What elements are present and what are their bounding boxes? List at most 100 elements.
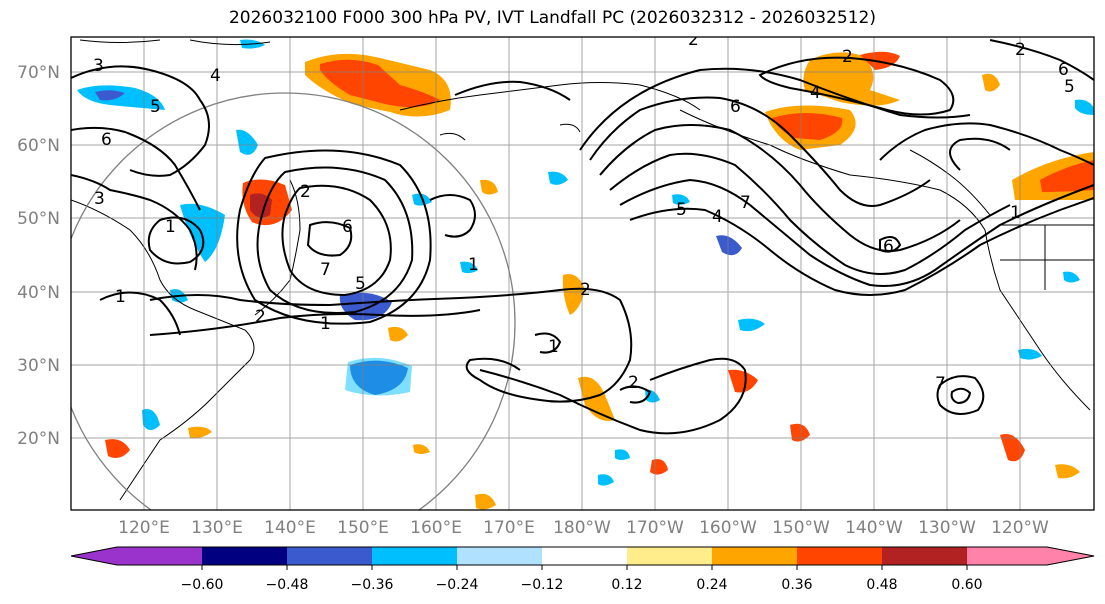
colorbar-outline bbox=[70, 546, 1095, 566]
lon-label: 150°E bbox=[337, 518, 389, 538]
shade-positive bbox=[188, 426, 212, 439]
colorbar-tick-label: 0.36 bbox=[781, 577, 812, 593]
lon-label: 140°W bbox=[845, 518, 903, 538]
colorbar-tick-label: 0.24 bbox=[696, 577, 727, 593]
contour-label: 2 bbox=[1015, 40, 1026, 60]
shade-negative bbox=[460, 261, 478, 274]
shade-positive bbox=[562, 274, 585, 315]
lon-label: 160°W bbox=[699, 518, 757, 538]
colorbar-segment bbox=[372, 547, 457, 565]
contour-label: 3 bbox=[94, 189, 105, 209]
shade-positive bbox=[728, 369, 758, 393]
contour-label: 1 bbox=[115, 287, 126, 307]
contour-label: 2 bbox=[255, 307, 266, 327]
shade-negative bbox=[738, 318, 765, 332]
contour-label: 6 bbox=[342, 217, 353, 237]
colorbar-segment bbox=[967, 547, 1047, 565]
contour-label: 6 bbox=[730, 97, 741, 117]
contour-label: 3 bbox=[93, 56, 104, 76]
colorbar-segment bbox=[712, 547, 797, 565]
colorbar-extend-left bbox=[71, 547, 117, 565]
map-title: 2026032100 F000 300 hPa PV, IVT Landfall… bbox=[228, 8, 876, 28]
shade-negative bbox=[1063, 271, 1080, 283]
colorbar-segment bbox=[627, 547, 712, 565]
pv-contours-thin bbox=[79, 39, 271, 46]
contour-label: 2 bbox=[300, 182, 311, 202]
shade-negative bbox=[236, 129, 258, 155]
colorbar-ticks bbox=[201, 565, 968, 570]
colorbar-segment bbox=[882, 547, 967, 565]
contour-label: 4 bbox=[210, 66, 221, 86]
longitude-labels: 120°E 130°E 140°E 150°E 160°E 170°E 180°… bbox=[118, 518, 1049, 538]
pv-contours bbox=[71, 39, 1094, 435]
contour-label: 2 bbox=[688, 30, 699, 50]
lon-label: 150°W bbox=[772, 518, 830, 538]
lon-label: 180°W bbox=[553, 518, 611, 538]
colorbar-tick-label: −0.60 bbox=[181, 577, 224, 593]
shade-negative bbox=[548, 171, 568, 185]
colorbar-tick-label: 0.12 bbox=[611, 577, 642, 593]
lat-label: 50°N bbox=[17, 209, 60, 229]
contour-label-group: 3 4 5 6 3 1 2 1 6 2 1 7 5 1 2 2 6 4 5 7 … bbox=[93, 30, 1075, 394]
colorbar-segment bbox=[797, 547, 882, 565]
colorbar-segment bbox=[542, 547, 627, 565]
latitude-labels: 70°N 60°N 50°N 40°N 30°N 20°N bbox=[17, 63, 60, 449]
contour-label: 7 bbox=[320, 260, 331, 280]
contour-label: 7 bbox=[740, 193, 751, 213]
contour-label: 5 bbox=[676, 200, 687, 220]
lat-label: 30°N bbox=[17, 356, 60, 376]
contour-label: 6 bbox=[101, 130, 112, 150]
shade-negative bbox=[1018, 348, 1042, 360]
lon-label: 120°E bbox=[118, 518, 170, 538]
colorbar-tick-label: 0.48 bbox=[866, 577, 897, 593]
colorbar: −0.60 −0.48 −0.36 −0.24 −0.12 0.12 0.24 … bbox=[70, 546, 1095, 593]
shade-negative bbox=[598, 474, 614, 486]
colorbar-tick-label: −0.12 bbox=[521, 577, 564, 593]
lat-label: 20°N bbox=[17, 429, 60, 449]
contour-label: 5 bbox=[355, 274, 366, 294]
contour-label: 2 bbox=[842, 47, 853, 67]
shade-positive bbox=[1000, 434, 1025, 462]
contour-label: 2 bbox=[580, 280, 591, 300]
shade-negative bbox=[345, 357, 412, 396]
graticule bbox=[71, 37, 1094, 510]
colorbar-extend-right bbox=[1047, 547, 1094, 565]
contour-label: 1 bbox=[165, 217, 176, 237]
colorbar-tick-label: −0.36 bbox=[351, 577, 394, 593]
shade-positive-core bbox=[1040, 160, 1094, 192]
lon-label: 170°W bbox=[626, 518, 684, 538]
shade-negative bbox=[1075, 99, 1094, 115]
colorbar-segment bbox=[117, 547, 202, 565]
shade-positive bbox=[578, 376, 615, 421]
contour-label: 4 bbox=[810, 83, 821, 103]
shade-negative bbox=[615, 449, 630, 460]
colorbar-segment bbox=[202, 547, 287, 565]
contour-label: 5 bbox=[150, 97, 161, 117]
contour-label: 4 bbox=[712, 207, 723, 227]
contour-label: 1 bbox=[1010, 203, 1021, 223]
shade-positive bbox=[790, 423, 810, 442]
colorbar-tick-label: −0.48 bbox=[266, 577, 309, 593]
shade-negative bbox=[716, 235, 742, 256]
lat-label: 60°N bbox=[17, 136, 60, 156]
contour-label: 1 bbox=[548, 337, 559, 357]
shade-positive bbox=[105, 439, 130, 458]
colorbar-tick-label: 0.60 bbox=[951, 577, 982, 593]
lat-label: 40°N bbox=[17, 283, 60, 303]
lat-label: 70°N bbox=[17, 63, 60, 83]
shade-negative bbox=[95, 90, 125, 101]
shade-positive bbox=[475, 493, 496, 510]
contour-label: 1 bbox=[320, 314, 331, 334]
lon-label: 120°W bbox=[991, 518, 1049, 538]
contour-label: 2 bbox=[628, 373, 639, 393]
shade-positive bbox=[1055, 464, 1080, 479]
lon-label: 140°E bbox=[264, 518, 316, 538]
contour-label: 6 bbox=[1058, 60, 1069, 80]
shade-positive bbox=[388, 326, 408, 342]
contour-label: 1 bbox=[468, 255, 479, 275]
map-frame bbox=[70, 36, 1095, 511]
contour-label: 7 bbox=[935, 374, 946, 394]
shade-positive bbox=[982, 73, 1000, 92]
lon-label: 160°E bbox=[410, 518, 462, 538]
colorbar-segment bbox=[457, 547, 542, 565]
